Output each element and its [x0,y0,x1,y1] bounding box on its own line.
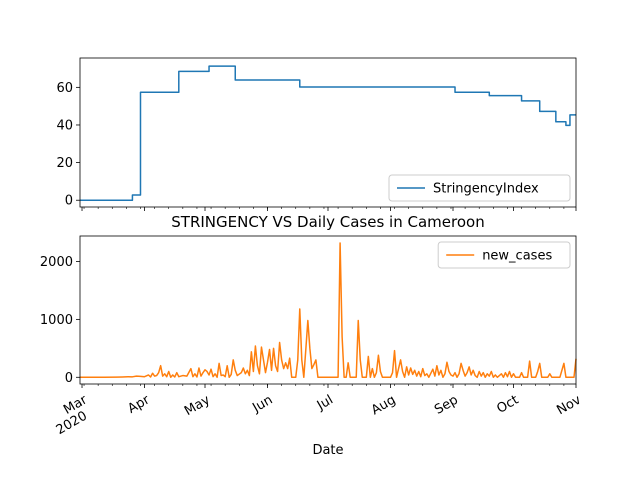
x-tick-label: Oct [494,393,521,417]
x-tick-label: Jul [314,393,336,414]
plot-frame [79,235,577,385]
legend-label: new_cases [482,249,552,264]
legend-box [437,241,571,269]
legend-label: StringencyIndex [433,182,539,197]
y-tick-label: 2000 [40,255,73,270]
y-tick-label: 0 [65,194,73,209]
y-tick-label: 0 [65,371,73,386]
stringency-line [80,65,576,201]
y-tick-label: 40 [56,118,73,133]
y-tick-label: 1000 [40,313,73,328]
y-tick-label: 20 [56,156,73,171]
new-cases-line [80,242,577,379]
legend: StringencyIndex [388,174,571,202]
x-tick-label: Nov [554,392,584,418]
x-tick-label: Sep [432,393,461,418]
y-tick-label: 60 [56,81,73,96]
legend: new_cases [437,241,571,269]
plot-frame [79,57,577,208]
x-tick-label: May [182,392,213,419]
x-axis-label: Date [312,443,343,458]
x-tick-label: Apr [125,392,153,417]
chart-title: STRINGENCY VS Daily Cases in Cameroon [171,213,484,231]
x-tick-label: Jun [249,393,275,417]
legend-box [388,174,571,202]
stringency-axes: 0 20 40 60 StringencyIndex [56,57,577,211]
x-tick-label: Aug [369,393,398,419]
